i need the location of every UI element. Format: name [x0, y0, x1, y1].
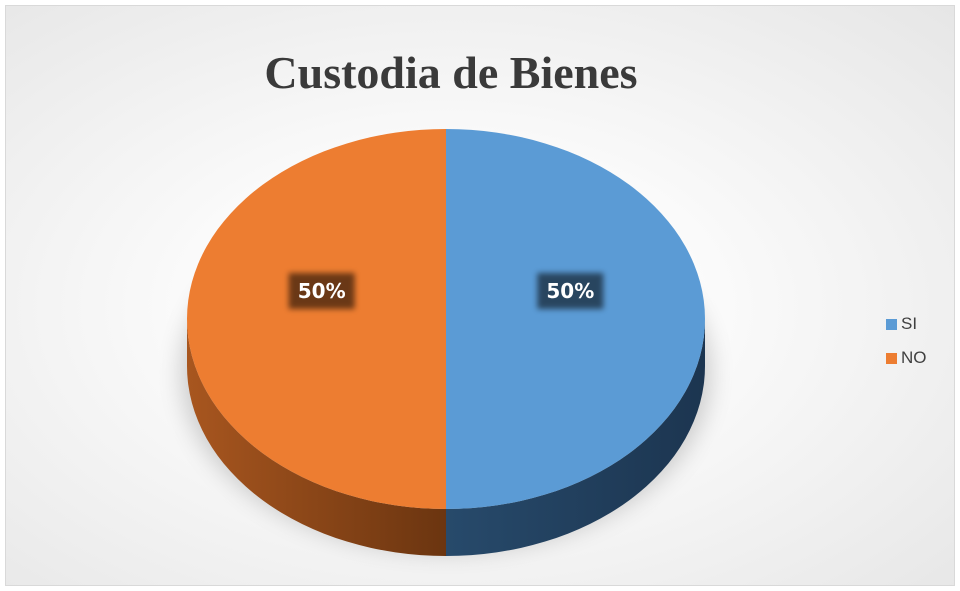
data-label-bg-no [288, 273, 355, 309]
data-label-si: 50% [546, 279, 594, 303]
legend-label-no: NO [901, 348, 927, 367]
pie-data-labels: 50% 50% [288, 273, 604, 309]
pie-slice-si [446, 129, 705, 509]
legend-label-si: SI [901, 314, 918, 333]
pie-side-si [446, 319, 705, 556]
legend-item-no: NO [886, 345, 956, 371]
pie-sides [187, 319, 705, 556]
pie-slices [187, 129, 705, 509]
pie-side-no [187, 319, 446, 556]
pie-slice-no [187, 129, 446, 509]
chart-area: Custodia de Bienes 50% 50% SI [5, 5, 955, 586]
legend-swatch-no [886, 352, 897, 364]
chart-title: Custodia de Bienes [264, 47, 638, 98]
legend: SI NO [886, 311, 956, 379]
legend-item-si: SI [886, 311, 956, 337]
pie-chart: 50% 50% [181, 129, 711, 556]
data-label-no: 50% [298, 279, 346, 303]
data-label-bg-si [537, 273, 604, 309]
legend-swatch-si [886, 318, 897, 330]
